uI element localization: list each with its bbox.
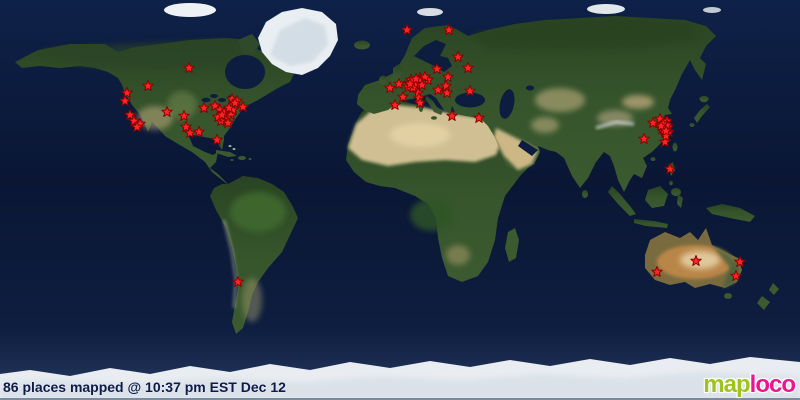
logo-loco: loco <box>749 371 796 398</box>
greenland <box>238 8 338 75</box>
south-america <box>210 176 298 334</box>
africa <box>346 100 532 282</box>
australia <box>645 228 779 310</box>
logo-map: map <box>703 371 750 398</box>
map-caption: 86 places mapped @ 10:37 pm EST Dec 12 <box>3 379 286 395</box>
maploco-logo[interactable]: maploco <box>703 371 796 399</box>
eurasia <box>357 16 716 192</box>
arctic-ice <box>164 3 721 17</box>
antarctica <box>0 357 800 400</box>
asia-islands <box>582 95 755 228</box>
